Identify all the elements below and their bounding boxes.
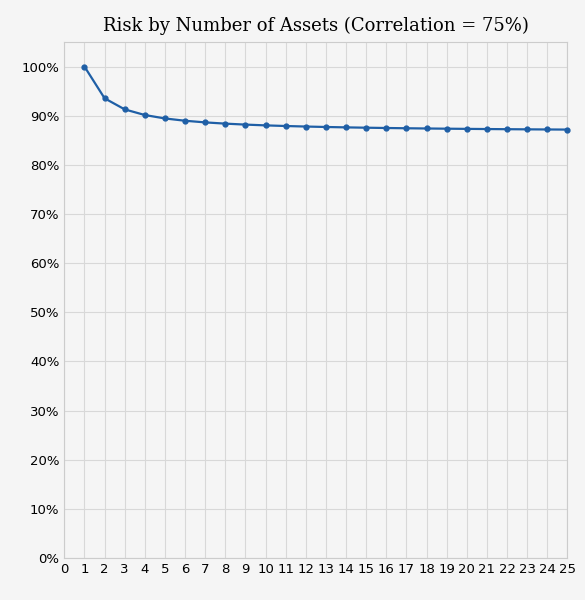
Title: Risk by Number of Assets (Correlation = 75%): Risk by Number of Assets (Correlation = …	[103, 17, 529, 35]
